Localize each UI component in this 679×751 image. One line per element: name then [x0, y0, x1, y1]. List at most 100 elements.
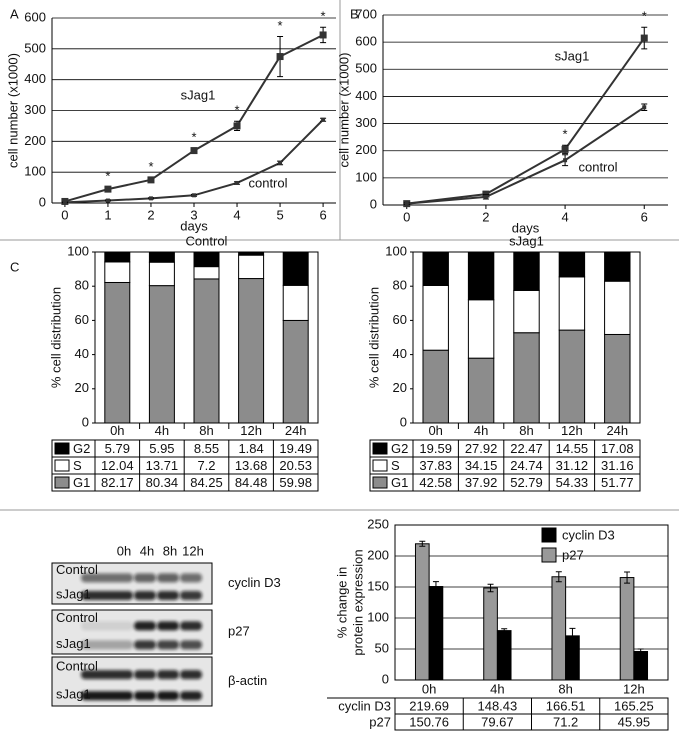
bar-segment	[193, 278, 220, 424]
panel-label: C	[10, 259, 19, 274]
legend-swatch	[54, 442, 70, 455]
table-value: 59.98	[279, 475, 312, 490]
blot-band	[81, 691, 133, 701]
table-value: 14.55	[556, 441, 589, 456]
y-tick-label: 20	[75, 380, 89, 395]
series-label: control	[578, 159, 617, 174]
table-value: 24.74	[510, 458, 543, 473]
table-value: 27.92	[465, 441, 498, 456]
table-value: 148.43	[477, 698, 517, 713]
y-axis-label: % cell distribution	[366, 287, 381, 388]
table-value: 52.79	[510, 475, 543, 490]
table-value: 37.83	[419, 458, 452, 473]
bar-segment	[604, 251, 631, 282]
panel-label: B	[350, 6, 359, 21]
blot-band	[134, 670, 156, 680]
row-label: G1	[73, 475, 90, 490]
blot-band	[134, 590, 156, 600]
legend-swatch	[541, 527, 557, 543]
bar-segment	[282, 251, 309, 286]
y-axis-label: protein expression	[350, 549, 365, 655]
significance-mark: *	[234, 103, 239, 118]
legend-swatch	[372, 459, 388, 472]
table-value: 82.17	[101, 475, 134, 490]
bar-segment	[604, 333, 631, 424]
bar-segment	[558, 251, 586, 278]
row-label: G2	[391, 441, 408, 456]
column-header: 12h	[240, 423, 262, 438]
blot-band	[81, 640, 133, 650]
bar-segment	[604, 280, 631, 335]
line	[406, 37, 646, 205]
table-value: 8.55	[194, 441, 219, 456]
x-tick-label: 1	[104, 207, 111, 222]
y-tick-label: 0	[370, 196, 377, 211]
column-header: 12h	[561, 423, 583, 438]
y-tick-label: 0	[39, 194, 46, 209]
blot-band	[81, 621, 133, 631]
y-tick-label: 20	[393, 380, 407, 395]
blot-row-label: Control	[56, 562, 98, 577]
bar-segment	[193, 251, 220, 268]
marker	[105, 198, 110, 203]
marker	[319, 31, 327, 39]
bar-segment	[282, 284, 309, 321]
y-tick-label: 400	[355, 88, 377, 103]
marker	[563, 158, 568, 163]
legend-swatch	[54, 476, 70, 489]
y-tick-label: 80	[75, 278, 89, 293]
table-value: 31.12	[556, 458, 589, 473]
bar-segment	[558, 329, 586, 424]
column-header: 4h	[490, 681, 504, 696]
blot-row-label: Control	[56, 610, 98, 625]
bar-segment	[422, 349, 449, 424]
lane-label: 8h	[163, 543, 177, 558]
table-value: 19.49	[279, 441, 312, 456]
significance-mark: *	[191, 130, 196, 145]
blot-band	[180, 640, 202, 650]
bar	[619, 577, 635, 681]
row-label: S	[73, 458, 82, 473]
bar-segment	[422, 251, 449, 286]
marker	[104, 185, 112, 193]
bar-segment	[467, 299, 495, 359]
blot-row-label: sJag1	[56, 586, 91, 601]
column-header: 0h	[428, 423, 442, 438]
y-tick-label: 300	[355, 115, 377, 130]
blot-band	[81, 590, 133, 600]
table-value: 17.08	[601, 441, 634, 456]
marker	[148, 196, 153, 201]
marker	[62, 200, 67, 205]
blot-band	[134, 691, 156, 701]
bar-segment	[238, 254, 265, 280]
legend-swatch	[372, 476, 388, 489]
blot-band	[134, 573, 156, 583]
y-axis-label: cell number (x1000)	[336, 53, 351, 168]
table-value: 37.92	[465, 475, 498, 490]
table-value: 71.2	[553, 714, 578, 729]
y-tick-label: 100	[355, 169, 377, 184]
x-tick-label: 5	[276, 207, 283, 222]
y-tick-label: 60	[75, 312, 89, 327]
legend-label: p27	[562, 547, 584, 562]
y-tick-label: 200	[24, 133, 46, 148]
column-header: 0h	[422, 681, 436, 696]
table-value: 54.33	[556, 475, 589, 490]
y-tick-label: 40	[75, 346, 89, 361]
y-tick-label: 100	[385, 243, 407, 258]
series-label: sJag1	[555, 48, 590, 63]
bar-segment	[238, 278, 265, 424]
blot-target-label: β-actin	[228, 673, 267, 688]
x-tick-label: 6	[641, 209, 648, 224]
table-frame	[369, 439, 641, 492]
marker	[482, 190, 490, 198]
error-bar	[432, 581, 439, 592]
blot-band	[157, 573, 179, 583]
error-bar	[487, 583, 494, 593]
x-tick-label: 6	[319, 207, 326, 222]
significance-mark: *	[105, 169, 110, 184]
bar-segment	[467, 357, 495, 424]
table-value: 5.79	[105, 441, 130, 456]
column-header: 24h	[285, 423, 307, 438]
